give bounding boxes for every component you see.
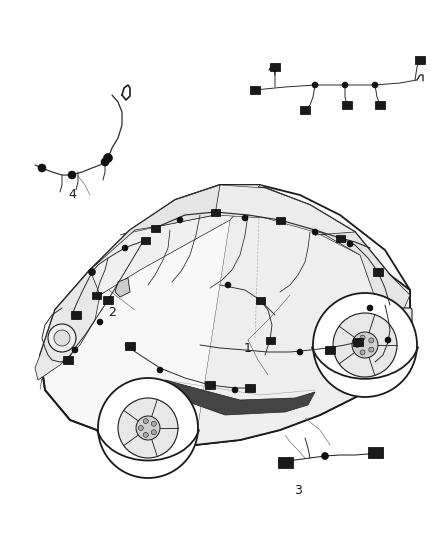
Circle shape xyxy=(98,378,198,478)
FancyBboxPatch shape xyxy=(245,384,255,392)
Polygon shape xyxy=(115,278,130,297)
Circle shape xyxy=(38,164,46,172)
FancyBboxPatch shape xyxy=(255,296,265,303)
Circle shape xyxy=(312,229,318,235)
Circle shape xyxy=(48,324,76,352)
Circle shape xyxy=(88,269,95,276)
Circle shape xyxy=(103,154,113,163)
Circle shape xyxy=(385,337,391,343)
FancyBboxPatch shape xyxy=(276,216,285,223)
Circle shape xyxy=(313,293,417,397)
Circle shape xyxy=(242,215,248,221)
Polygon shape xyxy=(40,185,260,390)
FancyBboxPatch shape xyxy=(250,86,260,94)
FancyBboxPatch shape xyxy=(270,63,280,71)
FancyBboxPatch shape xyxy=(278,456,293,467)
FancyBboxPatch shape xyxy=(205,381,215,389)
Polygon shape xyxy=(35,270,100,380)
Circle shape xyxy=(369,338,374,343)
FancyBboxPatch shape xyxy=(71,311,81,319)
FancyBboxPatch shape xyxy=(398,308,412,352)
Circle shape xyxy=(54,330,70,346)
Circle shape xyxy=(68,171,76,179)
Polygon shape xyxy=(90,185,220,270)
Circle shape xyxy=(101,158,109,166)
FancyBboxPatch shape xyxy=(265,336,275,343)
Circle shape xyxy=(225,282,231,288)
Circle shape xyxy=(151,421,156,426)
Polygon shape xyxy=(40,185,410,445)
FancyBboxPatch shape xyxy=(141,237,149,244)
Circle shape xyxy=(118,398,178,458)
Circle shape xyxy=(321,453,328,459)
FancyBboxPatch shape xyxy=(151,224,159,231)
FancyBboxPatch shape xyxy=(375,101,385,109)
Circle shape xyxy=(143,432,148,438)
Circle shape xyxy=(369,347,374,352)
Circle shape xyxy=(232,387,238,393)
Circle shape xyxy=(347,241,353,247)
FancyBboxPatch shape xyxy=(415,56,425,64)
Circle shape xyxy=(72,347,78,353)
Text: 4: 4 xyxy=(68,189,76,201)
Circle shape xyxy=(360,350,365,355)
Circle shape xyxy=(151,430,156,435)
Polygon shape xyxy=(160,380,315,415)
FancyBboxPatch shape xyxy=(300,106,310,114)
FancyBboxPatch shape xyxy=(336,235,345,241)
FancyBboxPatch shape xyxy=(367,447,382,457)
FancyBboxPatch shape xyxy=(325,346,335,354)
Circle shape xyxy=(360,335,365,340)
Circle shape xyxy=(355,343,360,348)
Circle shape xyxy=(143,418,148,424)
Circle shape xyxy=(297,349,303,355)
Circle shape xyxy=(136,416,160,440)
Circle shape xyxy=(122,245,128,251)
Text: 2: 2 xyxy=(108,305,116,319)
FancyBboxPatch shape xyxy=(373,268,383,276)
FancyBboxPatch shape xyxy=(342,101,352,109)
FancyBboxPatch shape xyxy=(125,342,135,350)
Polygon shape xyxy=(120,185,390,275)
Polygon shape xyxy=(315,232,410,340)
FancyBboxPatch shape xyxy=(103,296,113,304)
Circle shape xyxy=(312,82,318,88)
Circle shape xyxy=(138,425,143,431)
Circle shape xyxy=(352,332,378,358)
FancyBboxPatch shape xyxy=(353,338,363,346)
Polygon shape xyxy=(55,185,260,315)
FancyBboxPatch shape xyxy=(63,356,73,364)
Text: 3: 3 xyxy=(294,483,302,497)
Circle shape xyxy=(342,82,348,88)
FancyBboxPatch shape xyxy=(92,292,100,298)
Text: 1: 1 xyxy=(244,342,252,354)
Circle shape xyxy=(177,217,183,223)
Polygon shape xyxy=(195,185,410,445)
Circle shape xyxy=(372,82,378,88)
Circle shape xyxy=(333,313,397,377)
Circle shape xyxy=(157,367,163,373)
FancyBboxPatch shape xyxy=(211,208,219,215)
Circle shape xyxy=(367,305,373,311)
Circle shape xyxy=(97,319,103,325)
